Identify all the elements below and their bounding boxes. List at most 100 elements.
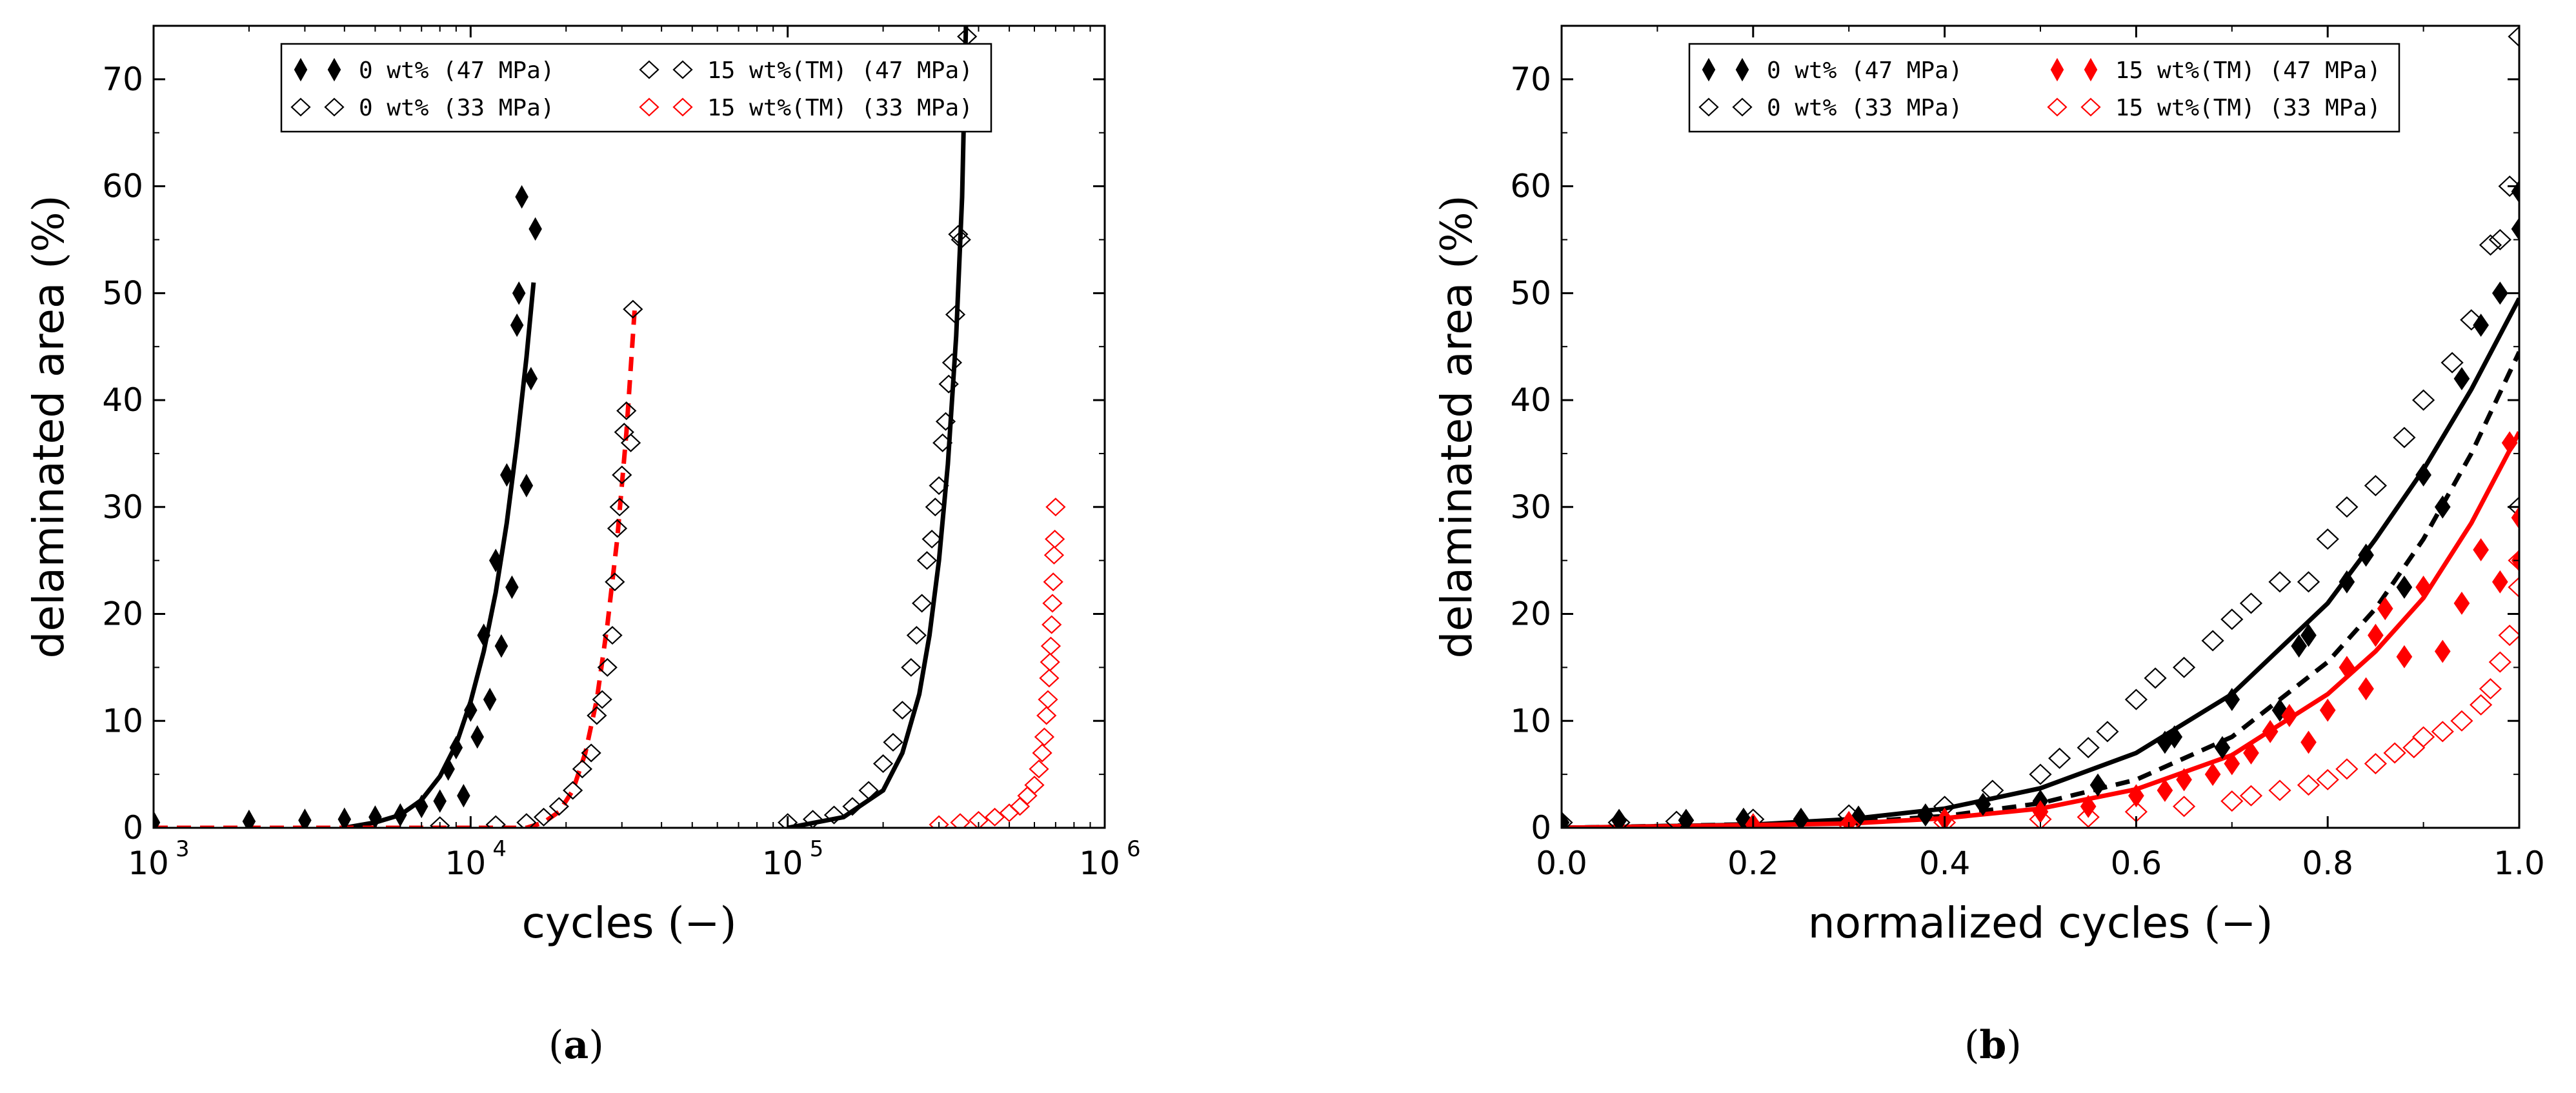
data-point — [1793, 807, 1809, 828]
data-point — [921, 530, 942, 549]
plot-area — [1562, 26, 2519, 828]
fit-curve-1 — [344, 282, 536, 828]
legend-label: 15 wt%(TM) (47 MPa) — [2115, 57, 2381, 84]
data-point — [2239, 592, 2263, 614]
data-point — [2339, 656, 2355, 679]
data-point — [1975, 792, 1991, 816]
data-point — [2268, 779, 2291, 801]
data-point — [2172, 656, 2196, 678]
data-point — [597, 657, 618, 677]
data-point — [572, 759, 592, 779]
data-point — [2297, 774, 2320, 796]
data-point — [154, 810, 161, 828]
data-point — [2335, 496, 2359, 518]
data-point — [510, 313, 524, 337]
data-point — [858, 781, 879, 800]
data-point — [1562, 810, 1570, 828]
data-point — [2176, 768, 2192, 792]
data-point — [2508, 550, 2519, 572]
chart-b: 0 10 20 30 40 50 60 70 0.0 0.2 0.4 0.6 0.8 1.0 normali… — [1432, 25, 2545, 948]
data-point — [2166, 725, 2183, 749]
legend-marker — [294, 57, 308, 82]
data-point — [2339, 570, 2355, 594]
data-point — [485, 815, 506, 828]
y-tick-label: 10 — [102, 702, 143, 739]
data-point — [929, 476, 949, 496]
data-point — [2434, 495, 2451, 519]
y-tick-label: 20 — [1510, 596, 1551, 633]
data-point — [1562, 812, 1573, 828]
data-point — [2128, 784, 2144, 808]
y-tick-label: 50 — [1510, 274, 1551, 312]
data-point — [548, 797, 569, 816]
data-point — [2358, 543, 2374, 567]
x-tick-label: 0.4 — [1919, 845, 1971, 882]
data-point — [2511, 217, 2519, 241]
data-point — [2450, 710, 2473, 732]
data-point — [2415, 463, 2431, 487]
x-axis-label-text: normalized cycles — [1808, 898, 2204, 948]
data-point — [2453, 366, 2470, 390]
y-tick-label: 0 — [1531, 809, 1551, 847]
data-point — [892, 701, 913, 720]
data-point — [1040, 636, 1062, 656]
y-tick-label: 60 — [102, 168, 143, 205]
x-tick-label: 1.0 — [2493, 845, 2545, 882]
data-point — [950, 813, 971, 828]
data-point — [430, 816, 450, 828]
data-point — [581, 743, 601, 763]
data-point — [298, 808, 312, 828]
data-point — [500, 463, 514, 487]
data-point — [968, 810, 989, 828]
data-point — [2243, 741, 2259, 765]
data-point — [872, 754, 894, 774]
data-point — [602, 626, 623, 645]
data-point — [2415, 576, 2431, 599]
data-point — [242, 809, 256, 828]
data-point — [2300, 623, 2317, 647]
data-point — [916, 551, 938, 570]
data-point — [1038, 690, 1058, 709]
plot-area — [154, 26, 1066, 828]
legend-marker — [327, 57, 341, 82]
data-point — [2364, 753, 2388, 775]
x-tick-label: 10 — [1079, 845, 1120, 882]
data-point — [778, 813, 798, 828]
data-point — [2077, 806, 2100, 828]
x-tick-label: 0.0 — [1536, 845, 1587, 882]
panel-b: 0 10 20 30 40 50 60 70 0.0 0.2 0.4 0.6 0.8 1.0 normali… — [1288, 0, 2576, 1093]
data-point — [2364, 475, 2388, 497]
data-point — [2368, 623, 2384, 647]
data-point — [515, 185, 528, 209]
legend: 0 wt% (47 MPa) 0 wt% (33 MPa) 15 wt%(TM) (… — [1688, 43, 2400, 133]
data-point — [842, 797, 863, 816]
x-tick-exponent: 3 — [176, 836, 190, 862]
data-point — [2089, 773, 2106, 797]
series-2 — [430, 299, 643, 828]
data-point — [605, 572, 625, 592]
x-tick-label: 10 — [445, 845, 487, 882]
x-axis-label-text: cycles — [522, 898, 668, 948]
legend-marker — [324, 97, 345, 117]
data-point — [2411, 726, 2435, 748]
data-point — [823, 805, 845, 825]
data-point — [528, 217, 542, 241]
data-point — [2262, 719, 2279, 743]
data-point — [1042, 594, 1063, 613]
data-point — [883, 732, 903, 752]
data-point — [623, 299, 643, 319]
data-point — [2470, 694, 2493, 716]
data-point — [2488, 228, 2511, 250]
legend-marker — [1732, 97, 1753, 117]
series-4 — [1837, 550, 2519, 828]
data-point — [2402, 737, 2426, 759]
data-point — [2224, 688, 2240, 712]
data-point — [912, 594, 932, 613]
data-point — [1034, 727, 1055, 747]
data-point — [2201, 630, 2224, 652]
data-point — [337, 807, 352, 828]
data-point — [2491, 570, 2508, 594]
series-1 — [154, 185, 542, 828]
data-point — [2316, 528, 2339, 550]
x-tick-exponent: 5 — [810, 836, 824, 862]
